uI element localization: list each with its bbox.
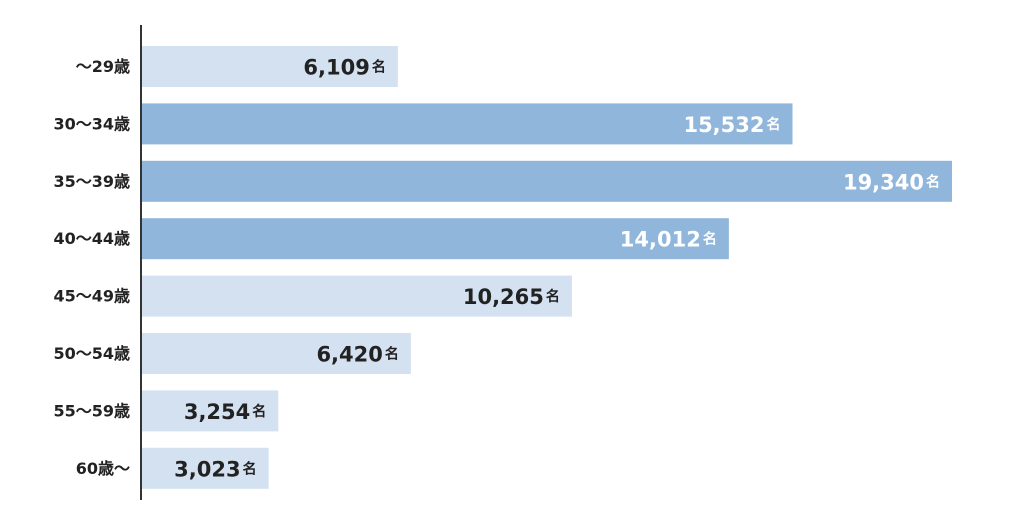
category-label-0: ～29歳 <box>76 57 130 76</box>
bars-group <box>142 46 952 489</box>
category-label-7: 60歳～ <box>76 459 130 478</box>
value-label-4: 10,265 名 <box>463 285 560 309</box>
value-unit-2: 名 <box>926 173 940 190</box>
value-label-1: 15,532 名 <box>683 113 780 137</box>
value-number-2: 19,340 <box>843 170 924 194</box>
bar-1 <box>142 103 793 145</box>
category-label-4: 45～49歳 <box>53 287 130 306</box>
bar-5 <box>142 333 411 374</box>
category-label-3: 40～44歳 <box>53 229 130 248</box>
value-number-4: 10,265 <box>463 285 544 309</box>
value-label-3: 14,012 名 <box>620 228 717 252</box>
category-label-2: 35～39歳 <box>53 172 130 191</box>
bar-0 <box>142 46 398 87</box>
bar-2 <box>142 160 952 202</box>
value-number-3: 14,012 <box>620 228 701 252</box>
value-number-7: 3,023 <box>174 457 240 481</box>
value-label-7: 3,023 名 <box>174 457 256 481</box>
value-unit-1: 名 <box>767 116 781 133</box>
value-unit-7: 名 <box>243 460 257 477</box>
value-label-5: 6,420 名 <box>316 343 398 367</box>
value-number-0: 6,109 <box>303 56 369 80</box>
bar-7 <box>142 447 269 489</box>
value-number-1: 15,532 <box>683 113 764 137</box>
category-label-6: 55～59歳 <box>53 401 130 420</box>
value-unit-4: 名 <box>546 288 560 305</box>
value-labels-group: 6,109 名15,532 名19,340 名14,012 名10,265 名6,420 名… <box>174 56 940 482</box>
value-number-6: 3,254 <box>184 400 250 424</box>
value-unit-6: 名 <box>252 403 266 420</box>
category-labels-group: ～29歳 30～34歳 35～39歳 40～44歳 45～49歳 50～54歳 55～59歳… <box>53 57 130 478</box>
category-label-1: 30～34歳 <box>53 114 130 133</box>
bar-6 <box>142 390 279 432</box>
value-unit-5: 名 <box>385 346 399 363</box>
value-unit-0: 名 <box>372 59 386 76</box>
value-label-2: 19,340 名 <box>843 170 940 194</box>
bar-3 <box>142 218 729 260</box>
value-unit-3: 名 <box>703 231 717 248</box>
category-label-5: 50～54歳 <box>53 344 130 363</box>
bar-4 <box>142 275 572 317</box>
value-label-6: 3,254 名 <box>184 400 266 424</box>
value-label-0: 6,109 名 <box>303 56 385 80</box>
value-number-5: 6,420 <box>316 343 382 367</box>
